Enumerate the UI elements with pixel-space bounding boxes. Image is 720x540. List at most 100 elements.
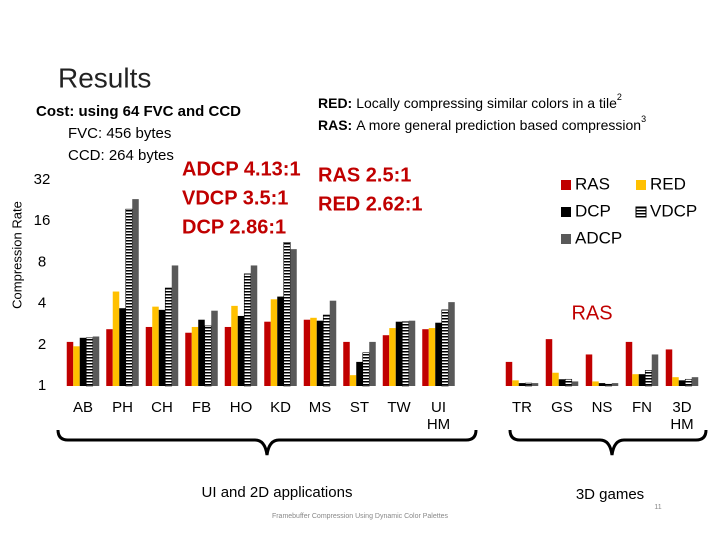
bar (224, 326, 232, 386)
bar (66, 341, 74, 386)
legend-label: DCP (575, 201, 611, 220)
ratio: RED 2.62:1 (318, 193, 423, 215)
bar (672, 377, 679, 386)
legend-label: VDCP (650, 201, 697, 220)
group-label: 3D games (576, 486, 644, 503)
bar (531, 383, 539, 386)
bar (343, 341, 350, 386)
bar (79, 337, 87, 386)
bar (303, 319, 311, 386)
bar (185, 332, 192, 386)
group-label: UI and 2D applications (202, 484, 353, 501)
bar (191, 326, 199, 386)
bar (408, 320, 416, 386)
bar (678, 380, 686, 386)
x-tick-label: CH (151, 399, 173, 416)
annotation: RAS (571, 302, 612, 324)
bar (558, 379, 566, 386)
bar (564, 378, 573, 387)
bar (211, 310, 218, 386)
bar (524, 382, 533, 387)
legend-swatch (561, 180, 571, 190)
bar (145, 326, 153, 386)
cost-line: FVC: 456 bytes (68, 125, 171, 142)
bar (106, 329, 113, 386)
bar (651, 354, 659, 386)
bar (691, 377, 699, 386)
legend-swatch (561, 234, 571, 244)
x-tick-label: KD (270, 399, 291, 416)
x-tick-label: 3D HM (670, 399, 694, 433)
x-tick-label: FN (632, 399, 652, 416)
bar (237, 315, 245, 386)
bar (428, 328, 436, 386)
bar (158, 309, 166, 386)
bar (125, 208, 133, 387)
bar (204, 325, 212, 387)
x-tick-label: NS (591, 399, 613, 416)
note-ref: 3 (641, 114, 646, 124)
ratio: DCP 2.86:1 (182, 216, 286, 238)
bar (552, 372, 559, 386)
slide-title: Results (58, 62, 151, 93)
bar (73, 346, 80, 386)
bar (250, 265, 258, 386)
y-tick-label: 8 (38, 253, 46, 270)
x-tick-label: TR (512, 399, 532, 416)
bar (382, 335, 390, 386)
brace (508, 429, 708, 456)
bar (290, 249, 297, 386)
bar (171, 265, 179, 386)
x-tick-label: AB (72, 399, 93, 416)
bar (592, 381, 599, 386)
bar (389, 328, 396, 386)
bar (349, 375, 357, 386)
bar (401, 321, 410, 387)
x-tick-label: GS (551, 399, 573, 416)
ratio: RAS 2.5:1 (318, 164, 411, 186)
y-tick-label: 16 (34, 212, 51, 229)
ratio: VDCP 3.5:1 (182, 187, 288, 209)
note: RAS: A more general prediction based comp… (318, 114, 646, 132)
brace (56, 429, 478, 456)
bar (598, 383, 606, 386)
bar (92, 336, 100, 386)
bar (198, 319, 205, 386)
bar (665, 349, 673, 386)
bar (316, 320, 324, 386)
bar (512, 380, 519, 386)
bar (441, 309, 449, 387)
bar (362, 352, 370, 387)
bar (625, 341, 633, 386)
bar (85, 337, 94, 387)
legend-label: RED (650, 174, 686, 193)
note-text: A more general prediction based compress… (356, 117, 641, 133)
bar (571, 381, 579, 386)
y-tick-label: 2 (38, 336, 46, 353)
note-label: RED: (318, 95, 352, 111)
bar (322, 314, 331, 387)
x-tick-label: UI HM (426, 399, 451, 433)
x-tick-label: MS (308, 399, 332, 416)
y-tick-label: 32 (34, 171, 51, 188)
bar (112, 291, 120, 386)
note-ref: 2 (617, 92, 622, 102)
bar (277, 296, 284, 386)
cost-title: Cost: using 64 FVC and CCD (36, 103, 241, 120)
ratio: ADCP 4.13:1 (182, 158, 301, 180)
bar (356, 361, 363, 386)
x-tick-label: PH (112, 399, 133, 416)
bar (611, 383, 619, 386)
bar (448, 302, 455, 386)
bar (119, 308, 126, 386)
y-axis-label: Compression Rate (9, 201, 24, 309)
bar (638, 374, 646, 386)
bar (518, 383, 526, 386)
bar (604, 383, 613, 387)
bar (243, 273, 252, 387)
bar (395, 321, 403, 386)
legend-swatch (561, 207, 571, 217)
x-tick-label: TW (387, 399, 411, 416)
